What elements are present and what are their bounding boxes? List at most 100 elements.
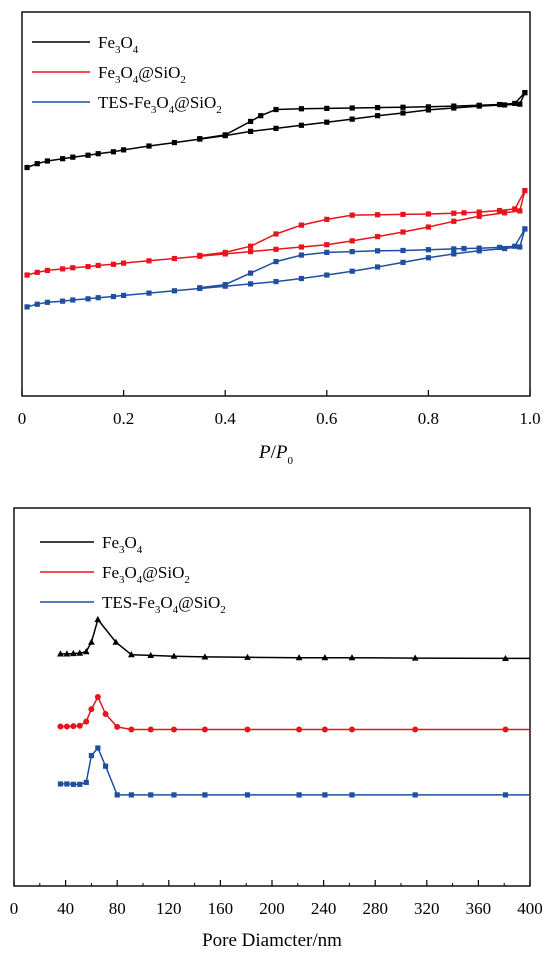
desorption-line xyxy=(199,228,526,289)
data-point xyxy=(34,269,40,275)
x-tick-label: 0 xyxy=(10,899,19,918)
data-point xyxy=(244,792,251,798)
series-0 xyxy=(24,90,528,171)
data-point xyxy=(34,301,40,307)
data-point xyxy=(24,304,30,310)
data-point xyxy=(461,210,467,216)
series-1 xyxy=(24,187,528,278)
data-point xyxy=(94,615,102,623)
data-point xyxy=(496,207,503,214)
data-point xyxy=(517,244,523,250)
data-point xyxy=(522,90,528,96)
data-point xyxy=(171,255,177,262)
data-point xyxy=(496,101,503,108)
data-point xyxy=(298,244,304,250)
data-point xyxy=(121,147,127,153)
data-point xyxy=(70,723,77,730)
data-point xyxy=(171,139,177,146)
data-point xyxy=(112,638,120,645)
data-point xyxy=(321,654,329,661)
data-point xyxy=(57,723,64,730)
data-point xyxy=(147,726,154,733)
data-point xyxy=(63,650,71,657)
data-point xyxy=(298,122,304,128)
data-point xyxy=(425,107,431,113)
data-point xyxy=(85,263,91,270)
isotherm-x-ticks: 0 0.2 0.4 0.6 0.8 1.0 xyxy=(18,390,541,428)
data-point xyxy=(70,154,76,160)
data-point xyxy=(60,156,66,162)
x-tick-label: 0.2 xyxy=(113,409,134,428)
data-point xyxy=(349,792,355,798)
data-point xyxy=(298,252,304,258)
data-point xyxy=(273,278,279,285)
data-point xyxy=(522,226,528,232)
data-point xyxy=(375,212,381,218)
x-tick-label: 120 xyxy=(156,899,182,918)
legend-label: Fe3O4@SiO2 xyxy=(102,563,190,586)
data-point xyxy=(412,726,419,733)
x-tick-label: 0 xyxy=(18,409,27,428)
data-point xyxy=(110,261,117,267)
data-point xyxy=(95,295,101,301)
x-tick-label: 0.8 xyxy=(418,409,439,428)
x-tick-label: 240 xyxy=(311,899,337,918)
series-2 xyxy=(24,226,528,310)
legend-label: TES-Fe3O4@SiO2 xyxy=(98,93,222,116)
data-point xyxy=(222,249,228,255)
data-point xyxy=(57,650,64,657)
data-point xyxy=(121,292,127,298)
data-point xyxy=(349,212,355,218)
data-point xyxy=(375,113,381,119)
data-point xyxy=(295,654,303,661)
x-tick-label: 40 xyxy=(57,899,74,918)
data-point xyxy=(375,234,381,240)
x-tick-label: 360 xyxy=(466,899,492,918)
data-point xyxy=(94,694,101,700)
data-point xyxy=(85,296,91,302)
data-point xyxy=(128,726,135,733)
data-point xyxy=(202,792,208,798)
data-point xyxy=(201,726,208,733)
data-point xyxy=(147,651,155,659)
data-point xyxy=(348,654,356,661)
data-point xyxy=(400,247,406,254)
data-point xyxy=(324,105,330,111)
data-point xyxy=(349,116,355,122)
data-point xyxy=(476,102,482,108)
isotherm-x-axis-label: P/P0 xyxy=(258,442,294,467)
data-point xyxy=(425,224,431,230)
data-point xyxy=(63,723,70,730)
data-point xyxy=(400,110,406,116)
data-point xyxy=(324,249,330,255)
data-point xyxy=(146,143,152,149)
data-point xyxy=(88,752,94,759)
pore-size-x-axis-label: Pore Diamcter/nm xyxy=(202,930,342,951)
data-point xyxy=(512,100,518,106)
data-point xyxy=(24,164,30,171)
data-point xyxy=(273,125,279,131)
data-point xyxy=(102,763,109,769)
data-point xyxy=(348,726,355,733)
data-point xyxy=(451,218,457,224)
pore-size-series xyxy=(57,615,530,798)
data-point xyxy=(296,792,302,798)
data-point xyxy=(88,638,95,645)
data-point xyxy=(76,722,83,729)
data-point xyxy=(95,745,101,751)
x-tick-label: 280 xyxy=(362,899,388,918)
data-point xyxy=(222,132,228,138)
data-point xyxy=(502,245,508,252)
data-point xyxy=(69,649,77,657)
data-point xyxy=(57,781,64,787)
data-point xyxy=(349,249,355,255)
data-point xyxy=(324,242,330,248)
desorption-line xyxy=(199,190,526,257)
data-point xyxy=(95,262,101,269)
data-point xyxy=(324,119,330,125)
data-point xyxy=(400,211,406,217)
data-point xyxy=(517,208,523,214)
data-point xyxy=(170,726,177,733)
data-point xyxy=(171,288,177,294)
